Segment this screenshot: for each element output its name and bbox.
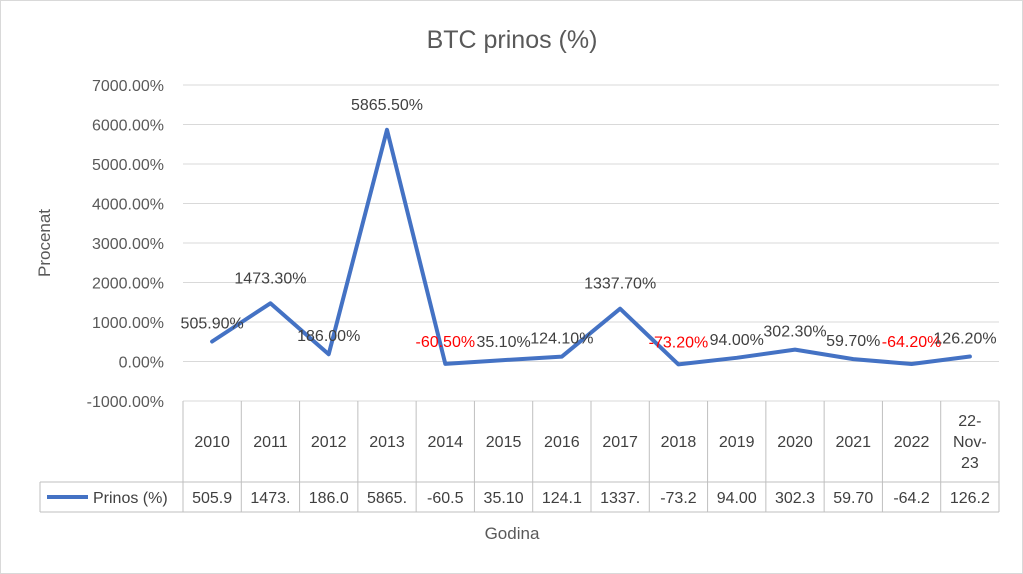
x-tick-label: 2016 [544,434,580,451]
x-tick-label: 2012 [311,434,347,451]
data-label: 94.00% [710,332,764,349]
table-value: 5865. [367,490,407,507]
table-value: 1337. [600,490,640,507]
data-label: 186.00% [297,328,360,345]
data-label: -73.20% [649,334,709,351]
y-tick-label: -1000.00% [87,394,164,411]
y-tick-label: 5000.00% [92,157,164,174]
x-tick-label: 2017 [602,434,638,451]
x-axis-title: Godina [485,524,540,543]
y-tick-label: 0.00% [119,355,164,372]
table-value: 302.3 [775,490,815,507]
data-labels: 505.90% 1473.30% 186.00% 5865.50% -60.50% 35.… [181,97,997,352]
x-tick-label: 2011 [253,434,288,451]
data-table: 2010 2011 2012 2013 2014 2015 2016 2017 2018 2019… [39,401,1000,513]
data-label: 35.10% [476,334,530,351]
y-axis: 7000.00% 6000.00% 5000.00% 4000.00% 3000.00%… [87,78,164,411]
x-tick-label: 2010 [194,434,230,451]
x-tick-label: 2020 [777,434,813,451]
table-value: -60.5 [427,490,464,507]
x-tick-label: 2018 [661,434,697,451]
table-value: 59.70 [833,490,873,507]
data-label: 505.90% [181,316,244,333]
table-value: 126.2 [950,490,990,507]
data-label: 124.10% [530,331,593,348]
y-tick-label: 6000.00% [92,118,164,135]
series-layer [210,127,972,367]
x-tick-label: 23 [961,455,979,472]
y-tick-label: 1000.00% [92,315,164,332]
table-value: 505.9 [192,490,232,507]
x-tick-label: 2013 [369,434,405,451]
y-tick-label: 2000.00% [92,276,164,293]
table-value: -64.2 [893,490,930,507]
data-label: 1337.70% [584,276,656,293]
table-value: 186.0 [309,490,349,507]
x-tick-label: 2015 [486,434,522,451]
legend-label: Prinos (%) [93,490,168,507]
x-tick-label: Nov- [953,434,987,451]
y-tick-label: 7000.00% [92,78,164,95]
x-tick-label: 2014 [427,434,463,451]
y-axis-title: Procenat [35,209,54,277]
data-label: 302.30% [763,324,826,341]
series-line [210,127,972,367]
data-label: -64.20% [882,334,942,351]
data-label: 59.70% [826,333,880,350]
table-value: 124.1 [542,490,582,507]
y-tick-label: 3000.00% [92,236,164,253]
data-label: -60.50% [415,334,475,351]
chart-title: BTC prinos (%) [427,26,598,54]
y-tick-label: 4000.00% [92,197,164,214]
table-value: 1473. [250,490,290,507]
table-value: 35.10 [484,490,524,507]
x-tick-label: 2021 [835,434,871,451]
table-value: 94.00 [717,490,757,507]
data-label: 5865.50% [351,97,423,114]
table-value: -73.2 [660,490,697,507]
x-tick-label: 2022 [894,434,930,451]
x-tick-label: 22- [958,413,981,430]
x-tick-label: 2019 [719,434,755,451]
data-label: 126.20% [933,331,996,348]
data-label: 1473.30% [234,270,306,287]
